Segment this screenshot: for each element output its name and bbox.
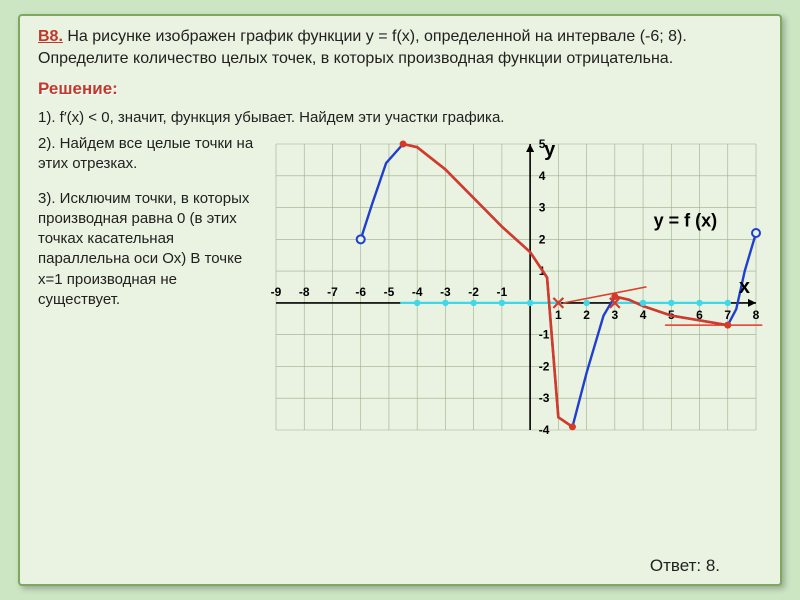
svg-text:y = f (x): y = f (x) bbox=[654, 211, 718, 231]
svg-text:-9: -9 bbox=[271, 285, 282, 299]
svg-text:-1: -1 bbox=[539, 328, 550, 342]
svg-text:x: x bbox=[739, 276, 750, 298]
svg-text:4: 4 bbox=[640, 308, 647, 322]
function-graph: -9-8-7-6-5-4-3-2-11234567812345-1-2-3-4x… bbox=[266, 134, 762, 454]
svg-text:3: 3 bbox=[612, 308, 619, 322]
svg-text:-4: -4 bbox=[539, 423, 550, 437]
problem-text: В8. На рисунке изображен график функции … bbox=[38, 26, 762, 69]
problem-body: На рисунке изображен график функции y = … bbox=[38, 28, 687, 67]
svg-text:-3: -3 bbox=[440, 285, 451, 299]
svg-text:3: 3 bbox=[539, 201, 546, 215]
svg-text:2: 2 bbox=[539, 233, 546, 247]
svg-text:-7: -7 bbox=[327, 285, 338, 299]
step-3: 3). Исключим точки, в которых производна… bbox=[38, 189, 256, 311]
svg-text:2: 2 bbox=[583, 308, 590, 322]
problem-id: В8. bbox=[38, 28, 63, 45]
svg-text:-4: -4 bbox=[412, 285, 423, 299]
svg-text:1: 1 bbox=[555, 308, 562, 322]
step-2: 2). Найдем все целые точки на этих отрез… bbox=[38, 134, 256, 175]
svg-text:8: 8 bbox=[753, 308, 760, 322]
svg-text:y: y bbox=[544, 139, 556, 161]
svg-text:-2: -2 bbox=[539, 360, 550, 374]
svg-text:-3: -3 bbox=[539, 391, 550, 405]
solution-heading: Решение: bbox=[38, 79, 762, 99]
svg-text:4: 4 bbox=[539, 169, 546, 183]
svg-text:-1: -1 bbox=[497, 285, 508, 299]
answer-text: Ответ: 8. bbox=[650, 556, 720, 576]
svg-text:-6: -6 bbox=[356, 285, 367, 299]
svg-text:-2: -2 bbox=[468, 285, 479, 299]
step-1: 1). f′(x) < 0, значит, функция убывает. … bbox=[38, 109, 762, 126]
svg-text:-8: -8 bbox=[299, 285, 310, 299]
svg-text:-5: -5 bbox=[384, 285, 395, 299]
